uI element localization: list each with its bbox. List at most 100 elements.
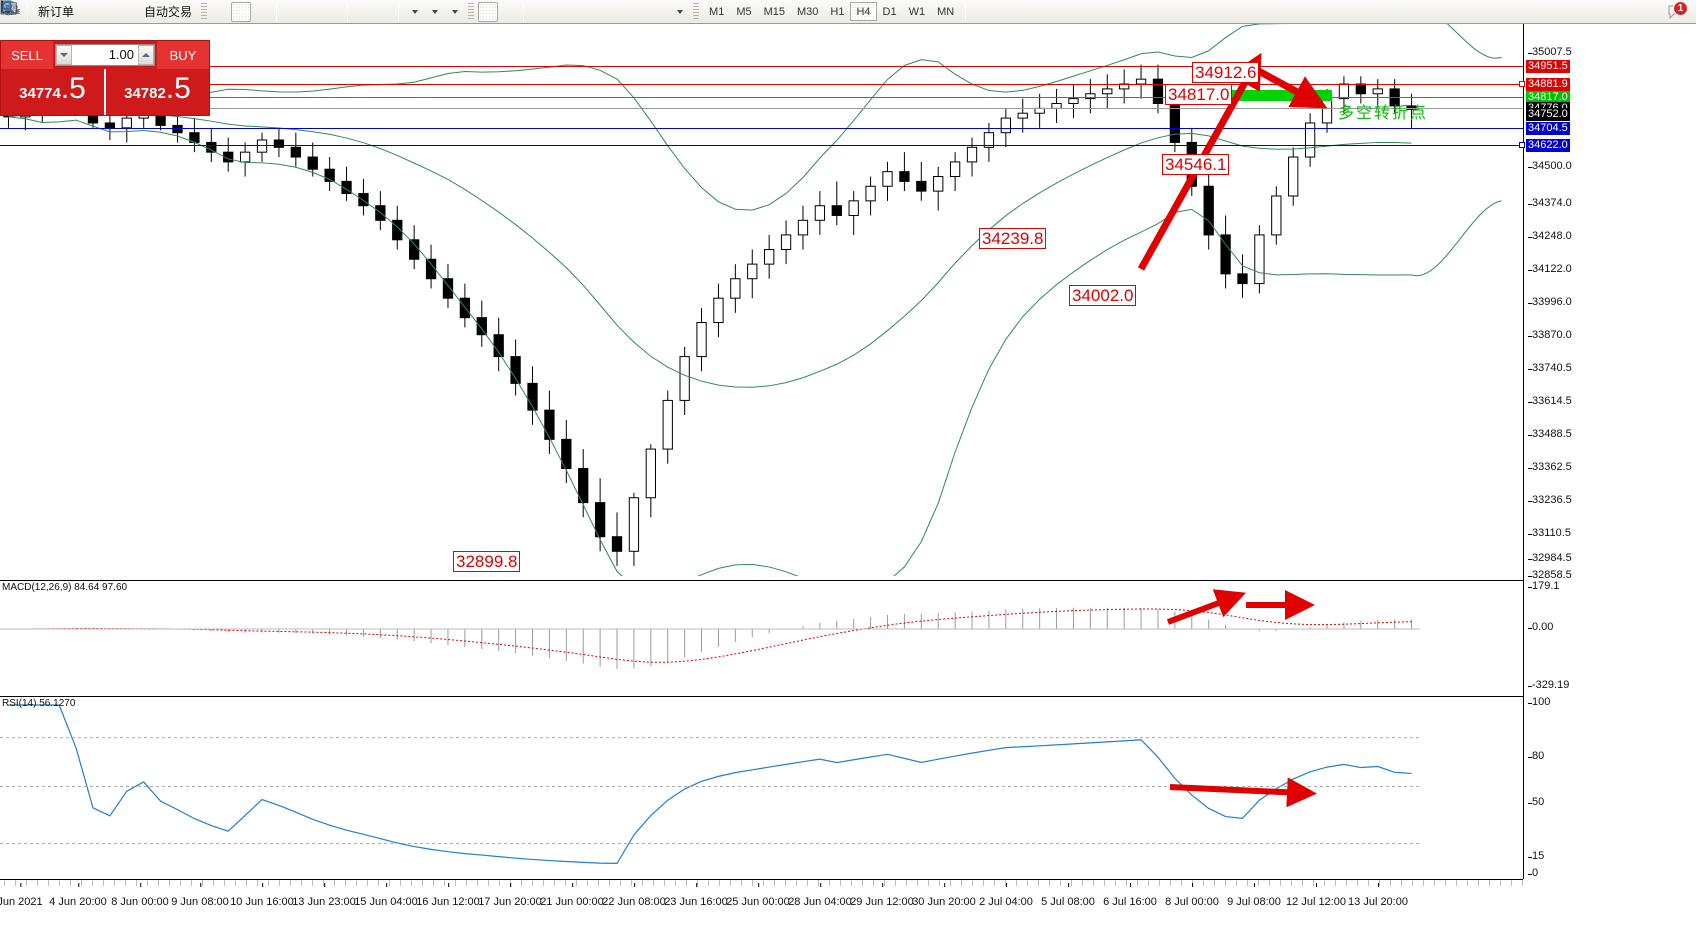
period-icon[interactable] <box>0 0 444 22</box>
time-gridmark <box>664 880 665 886</box>
sell-price[interactable]: 34774.5 <box>1 69 104 115</box>
time-gridmark <box>1390 880 1391 886</box>
buy-price-integer: 34782 <box>124 85 166 102</box>
time-axis[interactable]: Jun 2021 4 Jun 20:00 8 Jun 00:00 9 Jun 08:0… <box>0 879 1523 944</box>
price-level-line-34704.5[interactable] <box>0 128 1523 129</box>
chart-area[interactable]: DJ30-,H4 34776.0 34776.0 34776.0 34776.0… <box>0 24 1696 944</box>
timeframe-m1[interactable]: M1 <box>709 6 725 18</box>
timeframe-h4[interactable]: H4 <box>850 2 877 21</box>
zoom-out-icon[interactable] <box>2 1 322 22</box>
bar-chart-icon[interactable] <box>2 2 231 22</box>
tag-34546[interactable]: 34546.1 <box>1162 154 1230 175</box>
macd-pane[interactable]: MACD(12,26,9) 84.64 97.60 <box>0 580 1523 694</box>
level-drag-handle-34622.0[interactable] <box>1519 142 1525 148</box>
tile-windows-icon[interactable] <box>1 2 342 22</box>
timeframe-m5[interactable]: M5 <box>736 6 752 18</box>
alerts-icon[interactable]: 1 <box>1666 0 1688 22</box>
timeframe-w1[interactable]: W1 <box>908 6 926 18</box>
sell-button[interactable]: SELL <box>1 41 53 69</box>
trendline-icon[interactable] <box>2 2 589 22</box>
volume-decrease-button[interactable] <box>56 45 72 65</box>
time-gridmark <box>1060 880 1061 886</box>
timeframe-d1[interactable]: D1 <box>882 6 897 18</box>
fibonacci-icon[interactable]: E <box>2 2 609 22</box>
rsi-plot <box>0 704 1420 864</box>
volume-value[interactable]: 1.00 <box>108 47 134 62</box>
crosshair-icon[interactable] <box>3 2 518 22</box>
price-axis-label-34752.0[interactable]: 34752.0 <box>1526 108 1570 121</box>
candlestick-chart-icon[interactable] <box>2 1 252 22</box>
price-tick-33362.5: 33362.5 <box>1528 461 1572 473</box>
time-gridmark <box>1445 880 1446 886</box>
volume-stepper[interactable]: 1.00 <box>55 44 155 66</box>
toolbar-grip[interactable] <box>201 2 208 21</box>
time-gridmark <box>1401 880 1402 886</box>
horizontal-line-icon[interactable] <box>3 2 569 22</box>
autotrade-button[interactable]: 自动交易 <box>0 1 197 22</box>
toolbar-grip-2[interactable] <box>468 2 475 21</box>
line-chart-icon[interactable] <box>2 2 271 22</box>
price-axis-label-34881.9[interactable]: 34881.9 <box>1526 78 1570 91</box>
new-order-button[interactable]: 新订单 <box>0 0 79 22</box>
time-gridmark <box>653 880 654 886</box>
zoom-in-icon[interactable] <box>2 1 302 22</box>
text-label-icon[interactable]: T <box>2 1 669 22</box>
price-level-line-34622.0[interactable] <box>0 145 1523 146</box>
svg-text:E: E <box>16 9 21 16</box>
auto-scroll-icon[interactable] <box>2 2 393 22</box>
one-click-trading-panel[interactable]: SELL 1.00 BUY 34774.5 34782.5 <box>0 40 210 116</box>
toolbar-grip-3[interactable] <box>693 2 700 21</box>
level-drag-handle-34881.9[interactable] <box>1519 81 1525 87</box>
time-gridmark <box>1027 880 1028 886</box>
shift-end-icon[interactable] <box>2 2 373 22</box>
price-level-line-34776.0[interactable] <box>0 108 1523 109</box>
time-gridmark <box>1456 880 1457 886</box>
tag-34912[interactable]: 34912.6 <box>1192 62 1260 83</box>
time-gridmark <box>466 880 467 886</box>
shapes-icon[interactable] <box>4 2 689 22</box>
chevron-down-icon-2[interactable] <box>431 9 438 14</box>
time-gridmark <box>1247 880 1248 886</box>
price-axis[interactable]: 35007.5 34500.0 34374.0 34248.0 34122.0 33996… <box>1519 24 1696 879</box>
channel-icon[interactable]: F <box>3 2 629 22</box>
time-gridmark <box>939 880 940 886</box>
timeframe-m15[interactable]: M15 <box>763 6 785 18</box>
price-axis-label-34951.5[interactable]: 34951.5 <box>1526 60 1570 73</box>
volume-increase-button[interactable] <box>138 45 154 65</box>
chevron-down-icon-4[interactable] <box>676 9 683 14</box>
tag-34002[interactable]: 34002.0 <box>1069 285 1137 306</box>
time-gridmark <box>1258 880 1259 886</box>
price-level-line-34817.0[interactable] <box>0 97 1523 98</box>
tag-34817[interactable]: 34817.0 <box>1165 84 1233 105</box>
price-axis-label-34704.5[interactable]: 34704.5 <box>1526 122 1570 135</box>
search-icon[interactable] <box>2 1 1660 22</box>
price-level-line-34881.9[interactable] <box>0 84 1523 85</box>
chevron-down-icon-3[interactable] <box>451 9 458 14</box>
buy-button[interactable]: BUY <box>157 41 209 69</box>
time-gridmark <box>1016 880 1017 886</box>
cursor-tool-icon[interactable] <box>1 0 499 22</box>
rsi-pane[interactable]: RSI(14) 56.1270 <box>0 696 1523 879</box>
indicators-icon[interactable] <box>0 2 464 22</box>
price-axis-label-34622.0[interactable]: 34622.0 <box>1526 139 1570 152</box>
new-chart-button[interactable] <box>0 0 424 22</box>
tag-34239[interactable]: 34239.8 <box>979 228 1047 249</box>
time-gridmark <box>1357 880 1358 886</box>
tag-32899[interactable]: 32899.8 <box>453 551 521 572</box>
time-gridmark <box>796 880 797 886</box>
price-axis-label-34817.0[interactable]: 34817.0 <box>1526 91 1570 104</box>
time-gridmark <box>279 880 280 886</box>
vertical-line-icon[interactable] <box>6 2 549 22</box>
signals-icon[interactable] <box>1 0 139 22</box>
timeframe-mn[interactable]: MN <box>937 6 955 18</box>
time-gridmark <box>1049 880 1050 886</box>
price-pane[interactable]: 34912.6 34817.0 34546.1 34239.8 34002.0 32899… <box>0 24 1523 576</box>
price-level-line-34951.5[interactable] <box>0 66 1523 67</box>
timeframe-m30[interactable]: M30 <box>797 6 819 18</box>
expert-advisor-icon[interactable] <box>1 2 99 22</box>
data-window-icon[interactable] <box>1 1 119 22</box>
chevron-down-icon[interactable] <box>411 9 418 14</box>
text-icon[interactable]: A <box>4 1 649 22</box>
timeframe-h1[interactable]: H1 <box>830 6 845 18</box>
buy-price[interactable]: 34782.5 <box>106 69 209 115</box>
